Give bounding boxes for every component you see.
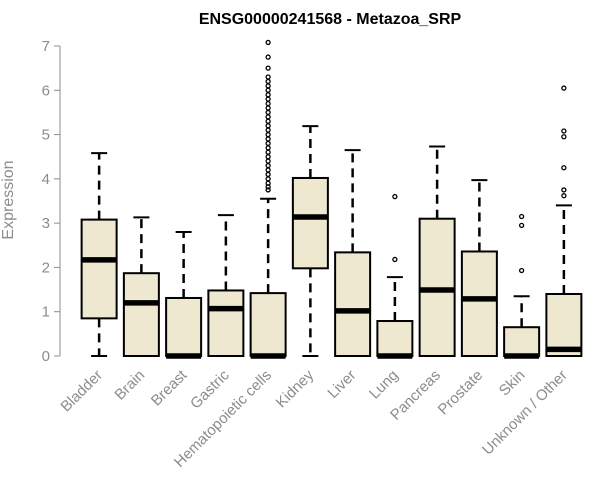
- outlier-point: [265, 127, 271, 133]
- x-tick-label: Kidney: [273, 366, 318, 411]
- outlier-point: [561, 193, 567, 199]
- y-tick-label: 1: [42, 304, 50, 321]
- box-group: [249, 39, 287, 359]
- outlier-point: [392, 193, 398, 200]
- outlier-point: [265, 171, 271, 178]
- outlier-point: [265, 180, 271, 186]
- box: [291, 176, 329, 270]
- y-axis: 0 1 2 3 4 5 6 7: [42, 38, 61, 365]
- box-group: [503, 213, 541, 359]
- y-tick-label: 0: [42, 348, 50, 365]
- outlier-point: [265, 118, 271, 124]
- outlier-point: [265, 74, 271, 80]
- outlier-point: [265, 176, 271, 182]
- box-group: [376, 193, 414, 359]
- x-tick-label: Prostate: [435, 367, 487, 419]
- outlier-point: [265, 187, 271, 193]
- x-tick-label: Bladder: [57, 367, 106, 416]
- outlier-point: [265, 114, 271, 120]
- outlier-point: [265, 92, 271, 98]
- outlier-point: [265, 167, 271, 173]
- y-axis-label: Expression: [0, 160, 17, 239]
- outlier-point: [265, 54, 271, 60]
- x-tick-label: Brain: [111, 367, 148, 404]
- outlier-point: [265, 96, 271, 102]
- box: [503, 326, 541, 358]
- outlier-point: [392, 256, 398, 263]
- outlier-point: [265, 65, 271, 71]
- x-tick-label: Skin: [496, 367, 529, 400]
- box-group: [334, 149, 372, 357]
- y-tick-label: 2: [42, 259, 50, 276]
- outlier-point: [265, 109, 271, 116]
- outlier-point: [265, 136, 271, 142]
- box-group: [545, 85, 583, 357]
- outlier-point: [265, 100, 271, 107]
- outlier-point: [265, 145, 271, 151]
- outlier-point: [265, 83, 271, 89]
- outlier-point: [561, 134, 567, 140]
- outlier-point: [518, 222, 525, 229]
- box: [376, 320, 414, 357]
- y-tick-label: 7: [42, 38, 50, 55]
- outlier-point: [265, 158, 271, 164]
- outlier-point: [265, 87, 271, 93]
- boxes: [80, 39, 583, 359]
- box-group: [80, 152, 118, 357]
- box-group: [165, 231, 203, 359]
- box: [545, 293, 583, 357]
- outlier-point: [265, 105, 271, 111]
- outlier-point: [265, 131, 271, 138]
- box: [249, 292, 287, 358]
- box-group: [122, 216, 160, 357]
- chart-title: ENSG00000241568 - Metazoa_SRP: [199, 11, 462, 28]
- box: [460, 250, 498, 357]
- box: [165, 296, 203, 358]
- box: [207, 289, 245, 358]
- box-group: [460, 179, 498, 357]
- outlier-point: [265, 140, 271, 147]
- box-group: [291, 125, 329, 357]
- outlier-point: [265, 78, 271, 85]
- x-tick-label: Lung: [366, 367, 402, 403]
- y-tick-label: 6: [42, 82, 50, 99]
- x-tick-label: Liver: [324, 367, 359, 402]
- outlier-point: [561, 165, 567, 171]
- outlier-point: [265, 162, 271, 169]
- outlier-point: [265, 39, 271, 46]
- outlier-point: [265, 149, 271, 155]
- box: [80, 218, 118, 320]
- y-tick-label: 4: [42, 171, 50, 188]
- outlier-point: [561, 187, 567, 193]
- box-group: [207, 214, 245, 358]
- outlier-point: [518, 213, 525, 220]
- box: [334, 251, 372, 357]
- y-tick-label: 3: [42, 215, 50, 232]
- outlier-point: [561, 85, 567, 91]
- x-tick-label: Breast: [148, 366, 191, 409]
- outlier-point: [265, 154, 271, 160]
- outlier-point: [561, 128, 567, 134]
- box-group: [418, 145, 456, 357]
- box: [122, 272, 160, 357]
- y-tick-label: 5: [42, 127, 50, 144]
- outlier-point: [265, 123, 271, 129]
- outlier-point: [518, 267, 525, 274]
